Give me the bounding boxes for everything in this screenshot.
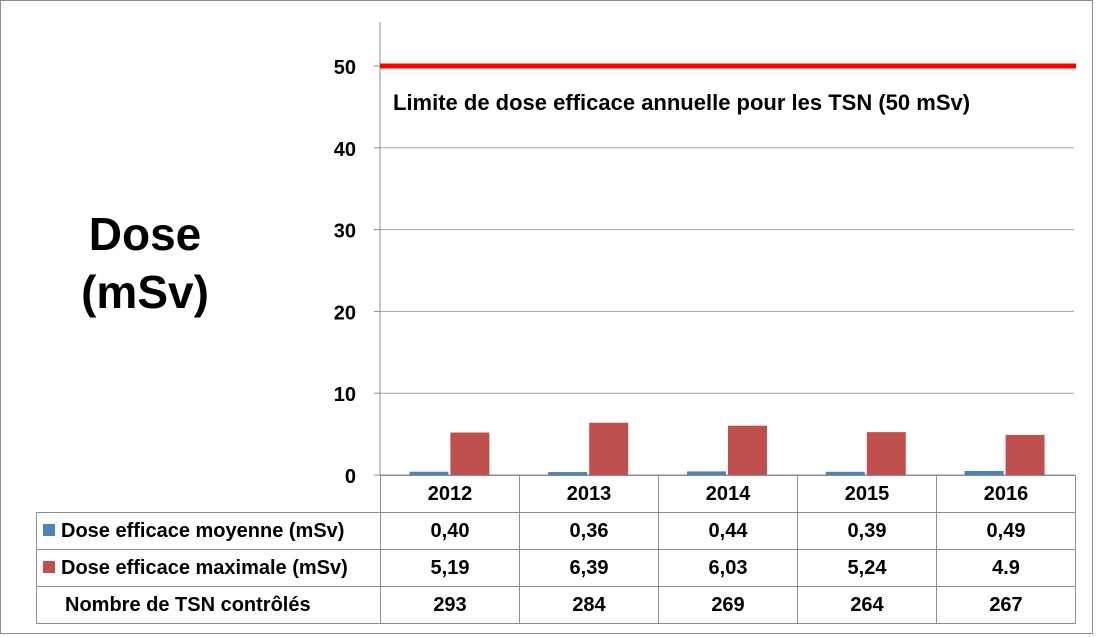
series-header-max: Dose efficace maximale (mSv) (36, 549, 381, 587)
table-corner (36, 475, 381, 513)
bar-max (866, 432, 906, 475)
bar-mean (548, 472, 588, 475)
table-cell: 6,39 (519, 549, 659, 587)
y-axis-label-line2: (mSv) (81, 266, 209, 318)
table-cell: 5,19 (380, 549, 520, 587)
bar-mean (825, 471, 865, 475)
count-row-header: Nombre de TSN contrôlés (36, 586, 381, 624)
series-name-max: Dose efficace maximale (mSv) (61, 556, 348, 579)
table-cell: 293 (380, 586, 520, 624)
bar-mean (409, 471, 449, 475)
table-cell: 264 (797, 586, 937, 624)
category-label: 2016 (936, 475, 1076, 513)
table-cell: 269 (658, 586, 798, 624)
y-tick-label: 30 (334, 221, 356, 243)
table-cell: 0,44 (658, 512, 798, 550)
category-label: 2015 (797, 475, 937, 513)
legend-swatch-max (43, 560, 55, 573)
bar-max (450, 432, 490, 475)
table-cell: 0,36 (519, 512, 659, 550)
category-label: 2013 (519, 475, 659, 513)
series-name-mean: Dose efficace moyenne (mSv) (61, 519, 345, 542)
series-header-mean: Dose efficace moyenne (mSv) (36, 512, 381, 550)
table-cell: 0,49 (936, 512, 1076, 550)
table-cell: 0,39 (797, 512, 937, 550)
data-table: 2012 2013 2014 2015 2016 Dose efficace m… (36, 475, 1076, 624)
limit-line-label: Limite de dose efficace annuelle pour le… (393, 90, 970, 115)
table-cell: 4.9 (936, 549, 1076, 587)
y-axis-label: Dose (mSv) (60, 205, 230, 321)
table-cell: 267 (936, 586, 1076, 624)
y-tick-label: 20 (334, 302, 356, 324)
table-row-count: Nombre de TSN contrôlés 293 284 269 264 … (36, 586, 1076, 624)
category-label: 2012 (380, 475, 520, 513)
bar-mean (687, 471, 726, 475)
category-label: 2014 (658, 475, 798, 513)
legend-swatch-mean (43, 523, 55, 536)
table-cell: 6,03 (658, 549, 798, 587)
y-tick-label: 10 (334, 384, 356, 406)
bar-max (589, 422, 629, 475)
bar-max (1005, 434, 1045, 475)
bar-mean (964, 470, 1004, 475)
table-cell: 284 (519, 586, 659, 624)
table-cell: 5,24 (797, 549, 937, 587)
table-row-max: Dose efficace maximale (mSv) 5,19 6,39 6… (36, 549, 1076, 587)
table-row-mean: Dose efficace moyenne (mSv) 0,40 0,36 0,… (36, 512, 1076, 550)
y-tick-label: 50 (334, 57, 356, 79)
y-axis-label-line1: Dose (88, 208, 202, 260)
bar-max (728, 425, 767, 475)
category-row: 2012 2013 2014 2015 2016 (36, 475, 1076, 513)
table-cell: 0,40 (380, 512, 520, 550)
y-tick-label: 40 (334, 139, 356, 161)
